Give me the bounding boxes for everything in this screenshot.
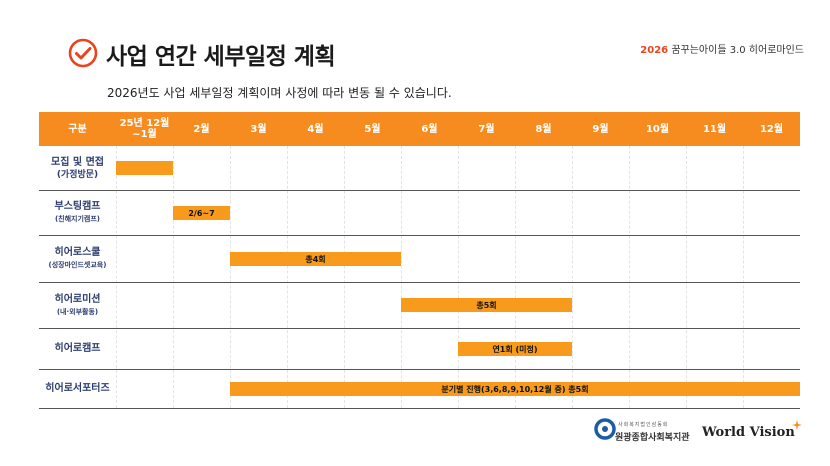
- schedule-bar: 연1회 (미정): [458, 342, 572, 356]
- header-month: 7월: [478, 123, 495, 135]
- column-divider: [344, 146, 345, 408]
- row-label: 히어로미션 (내·외부활동): [39, 282, 116, 328]
- header-month: 2월: [193, 123, 210, 135]
- row-divider: [39, 235, 800, 236]
- wonkwang-logo: 사회복지법인삼동회 원광종합사회복지관: [594, 414, 702, 448]
- row-label: 히어로스쿨 (성장마인드셋교육): [39, 235, 116, 282]
- row-title: 부스팅캠프: [54, 201, 101, 212]
- column-divider: [743, 146, 744, 408]
- header-month: 6월: [421, 123, 438, 135]
- world-vision-star-icon: [792, 420, 802, 430]
- check-circle-icon: [68, 38, 98, 68]
- brand-text: 꿈꾸는아이들 3.0 히어로마인드: [671, 45, 804, 56]
- header-month: 11월: [702, 123, 727, 135]
- header-month: 25년 12월 ~1월: [119, 118, 170, 140]
- schedule-bar: 총4회: [230, 252, 401, 266]
- brand-label: 2026 꿈꾸는아이들 3.0 히어로마인드: [640, 41, 804, 56]
- header-month: 8월: [535, 123, 552, 135]
- world-vision-logo: World Vision: [702, 420, 802, 446]
- column-divider: [173, 146, 174, 408]
- page-subtitle: 2026년도 사업 세부일정 계획이며 사정에 따라 변동 될 수 있습니다.: [107, 86, 452, 100]
- column-divider: [686, 146, 687, 408]
- row-subtitle: (가정방문): [56, 169, 99, 180]
- row-label: 히어로캠프: [39, 328, 116, 369]
- page-title: 사업 연간 세부일정 계획: [106, 44, 336, 70]
- row-label: 부스팅캠프 (친해지기캠프): [39, 190, 116, 235]
- row-divider: [39, 328, 800, 329]
- row-subtitle: (내·외부활동): [56, 307, 99, 316]
- column-divider: [572, 146, 573, 408]
- footer-logos: 사회복지법인삼동회 원광종합사회복지관 World Vision: [594, 412, 804, 452]
- row-divider: [39, 282, 800, 283]
- schedule-table: 구분 25년 12월 ~1월 2월 3월 4월 5월 6월 7월 8월 9월 10월 11월 12월 모…: [39, 112, 800, 409]
- row-title: 모집 및 면접: [51, 156, 104, 168]
- column-divider: [116, 146, 117, 408]
- column-divider: [515, 146, 516, 408]
- wonkwang-logo-mark-icon: [594, 418, 616, 440]
- header-month: 9월: [592, 123, 609, 135]
- row-title: 히어로미션: [54, 293, 101, 305]
- schedule-bar: 총5회: [401, 298, 572, 312]
- header-month: 5월: [364, 123, 381, 135]
- partner-name: World Vision: [702, 425, 795, 440]
- org-small-label: 사회복지법인삼동회: [618, 422, 669, 428]
- org-name-label: 원광종합사회복지관: [615, 433, 690, 443]
- schedule-bar: [116, 161, 173, 175]
- column-divider: [401, 146, 402, 408]
- row-label: 모집 및 면접 (가정방문): [39, 146, 116, 190]
- header-category: 구분: [68, 123, 87, 135]
- row-divider: [39, 369, 800, 370]
- row-subtitle: (친해지기캠프): [54, 215, 101, 223]
- schedule-bar: 2/6~7: [173, 206, 230, 220]
- column-divider: [458, 146, 459, 408]
- header-month: 12월: [759, 123, 784, 135]
- row-title: 히어로캠프: [54, 343, 101, 354]
- row-title: 히어로서포터즈: [45, 383, 110, 394]
- table-header-row: 구분 25년 12월 ~1월 2월 3월 4월 5월 6월 7월 8월 9월 10월 11월 12월: [39, 112, 800, 146]
- column-divider: [287, 146, 288, 408]
- header-month: 3월: [250, 123, 267, 135]
- row-divider: [39, 190, 800, 191]
- column-divider: [629, 146, 630, 408]
- row-divider: [39, 408, 800, 409]
- row-label: 히어로서포터즈: [39, 369, 116, 408]
- schedule-bar: 분기별 진행(3,6,8,9,10,12월 중) 총5회: [230, 382, 800, 396]
- column-divider: [230, 146, 231, 408]
- brand-year: 2026: [640, 45, 669, 56]
- row-subtitle: (성장마인드셋교육): [48, 261, 107, 269]
- header-month: 4월: [307, 123, 324, 135]
- row-title: 히어로스쿨: [54, 247, 101, 258]
- header-month: 10월: [645, 123, 670, 135]
